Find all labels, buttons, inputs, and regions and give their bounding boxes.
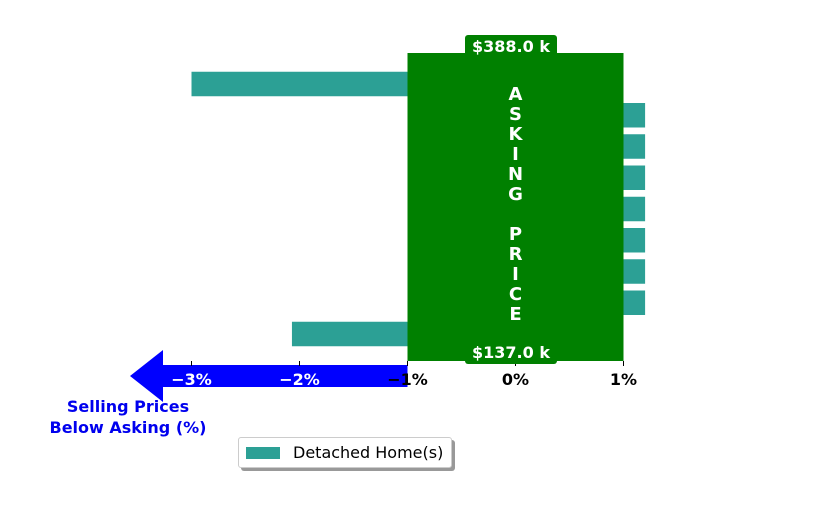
asking-price-letter-9: I	[512, 264, 519, 285]
legend-swatch	[246, 446, 280, 459]
below-asking-line-2: Below Asking (%)	[49, 418, 207, 437]
asking-price-letter-1: S	[509, 104, 522, 125]
legend-label: Detached Home(s)	[293, 443, 444, 462]
below-asking-line-1: Selling Prices	[66, 397, 190, 416]
asking-price-letter-5: G	[508, 184, 523, 205]
asking-price-letter-11: E	[509, 304, 521, 325]
asking-price-letter-7: P	[509, 224, 522, 245]
asking-price-band	[407, 53, 624, 361]
asking-price-letter-2: K	[509, 124, 524, 145]
below-asking-label: Selling Prices Below Asking (%)	[28, 396, 228, 438]
legend: Detached Home(s)	[238, 437, 452, 468]
asking-price-letter-8: R	[509, 244, 523, 265]
asking-price-letter-10: C	[509, 284, 522, 305]
x-tick-label-1: −2%	[279, 370, 320, 389]
x-tick-label-0: −3%	[171, 370, 212, 389]
top-price-badge: $388.0 k	[465, 35, 557, 58]
asking-price-letter-4: N	[508, 164, 523, 185]
below-asking-arrow	[130, 350, 408, 402]
asking-price-letter-0: A	[509, 84, 523, 105]
bottom-price-badge: $137.0 k	[465, 341, 557, 364]
x-tick-label-3: 0%	[502, 370, 529, 389]
x-tick-label-2: −1%	[387, 370, 428, 389]
asking-price-letter-3: I	[512, 144, 519, 165]
x-tick-label-4: 1%	[610, 370, 637, 389]
